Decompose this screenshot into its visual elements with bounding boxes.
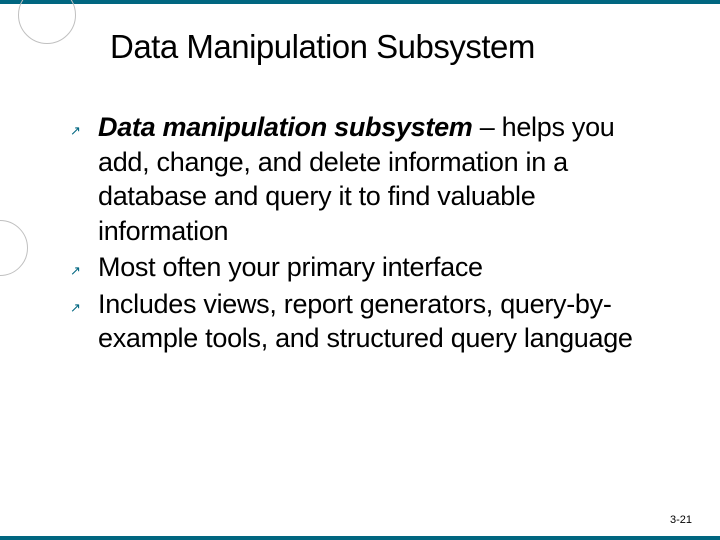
decorative-circle	[18, 0, 76, 44]
arrow-icon: ↗	[70, 301, 98, 314]
arrow-icon: ↗	[70, 264, 98, 277]
bullet-text: Includes views, report generators, query…	[98, 287, 660, 356]
bullet-text: Data manipulation subsystem – helps you …	[98, 110, 660, 248]
page-number: 3-21	[670, 514, 692, 526]
top-border	[0, 0, 720, 4]
bullet-rest: Includes views, report generators, query…	[98, 289, 633, 354]
lead-suffix: –	[473, 112, 502, 142]
slide-body: ↗ Data manipulation subsystem – helps yo…	[70, 110, 660, 358]
bullet-item: ↗ Data manipulation subsystem – helps yo…	[70, 110, 660, 248]
bullet-rest: Most often your primary interface	[98, 252, 483, 282]
emphasis-lead: Data manipulation subsystem	[98, 112, 473, 142]
bullet-item: ↗ Most often your primary interface	[70, 250, 660, 285]
bottom-border	[0, 536, 720, 540]
bullet-text: Most often your primary interface	[98, 250, 660, 285]
decorative-circle	[0, 220, 28, 276]
bullet-item: ↗ Includes views, report generators, que…	[70, 287, 660, 356]
slide-title: Data Manipulation Subsystem	[110, 28, 535, 66]
arrow-icon: ↗	[70, 124, 98, 137]
